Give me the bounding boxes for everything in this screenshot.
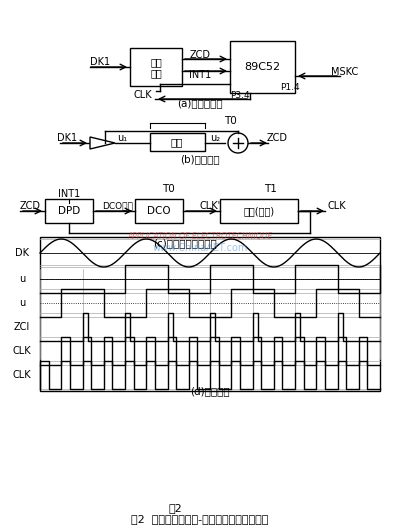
Text: CLK': CLK' bbox=[200, 201, 220, 211]
Text: DK1: DK1 bbox=[57, 133, 77, 143]
Text: ZCD: ZCD bbox=[20, 201, 40, 211]
Text: INT1: INT1 bbox=[189, 70, 211, 80]
Text: CLK: CLK bbox=[13, 346, 31, 356]
Text: 图2: 图2 bbox=[168, 503, 182, 513]
Text: 图2  单片机实现超前-滞后位同步数字锁相环: 图2 单片机实现超前-滞后位同步数字锁相环 bbox=[131, 514, 269, 524]
Text: www.ChinaAET.com: www.ChinaAET.com bbox=[152, 243, 248, 253]
Text: 延时(相移): 延时(相移) bbox=[244, 206, 274, 216]
Text: 检测: 检测 bbox=[150, 68, 162, 78]
Text: DCO: DCO bbox=[147, 206, 171, 216]
Text: CLK: CLK bbox=[13, 370, 31, 380]
Text: CLK: CLK bbox=[134, 90, 152, 100]
Text: (b)边缘检测: (b)边缘检测 bbox=[180, 154, 220, 164]
Text: 89C52: 89C52 bbox=[244, 62, 280, 72]
Text: (d)有关波形: (d)有关波形 bbox=[190, 386, 230, 396]
Text: (a)单片机系统: (a)单片机系统 bbox=[177, 98, 223, 108]
Text: APPLICATION OF ELECTROTECHNIQUE: APPLICATION OF ELECTROTECHNIQUE bbox=[127, 232, 273, 241]
Text: T1: T1 bbox=[264, 184, 276, 194]
Text: DK1: DK1 bbox=[90, 57, 110, 67]
Text: ZCD: ZCD bbox=[266, 133, 288, 143]
FancyBboxPatch shape bbox=[230, 41, 295, 93]
Text: P1.4: P1.4 bbox=[280, 82, 300, 91]
FancyBboxPatch shape bbox=[150, 133, 205, 151]
Text: MSKC: MSKC bbox=[331, 67, 359, 77]
Text: u₂: u₂ bbox=[210, 133, 220, 143]
Text: (c)单片机功能方框图: (c)单片机功能方框图 bbox=[153, 238, 217, 248]
Text: 延时: 延时 bbox=[171, 137, 183, 147]
Text: ZCD: ZCD bbox=[190, 50, 210, 60]
Text: u: u bbox=[19, 274, 25, 284]
Text: u₁: u₁ bbox=[117, 133, 127, 143]
Text: DCO控制: DCO控制 bbox=[102, 201, 134, 210]
FancyBboxPatch shape bbox=[135, 199, 183, 223]
Text: T0: T0 bbox=[162, 184, 174, 194]
Text: T0: T0 bbox=[224, 116, 236, 126]
FancyBboxPatch shape bbox=[220, 199, 298, 223]
Text: INT1: INT1 bbox=[58, 189, 80, 199]
FancyBboxPatch shape bbox=[45, 199, 93, 223]
Text: DPD: DPD bbox=[58, 206, 80, 216]
Text: CLK: CLK bbox=[328, 201, 346, 211]
Text: DK: DK bbox=[15, 248, 29, 258]
Text: P3.4: P3.4 bbox=[230, 91, 250, 100]
Text: 边缘: 边缘 bbox=[150, 57, 162, 67]
Text: ZCI: ZCI bbox=[14, 322, 30, 332]
Polygon shape bbox=[90, 137, 115, 149]
Text: u: u bbox=[19, 298, 25, 308]
FancyBboxPatch shape bbox=[130, 48, 182, 86]
